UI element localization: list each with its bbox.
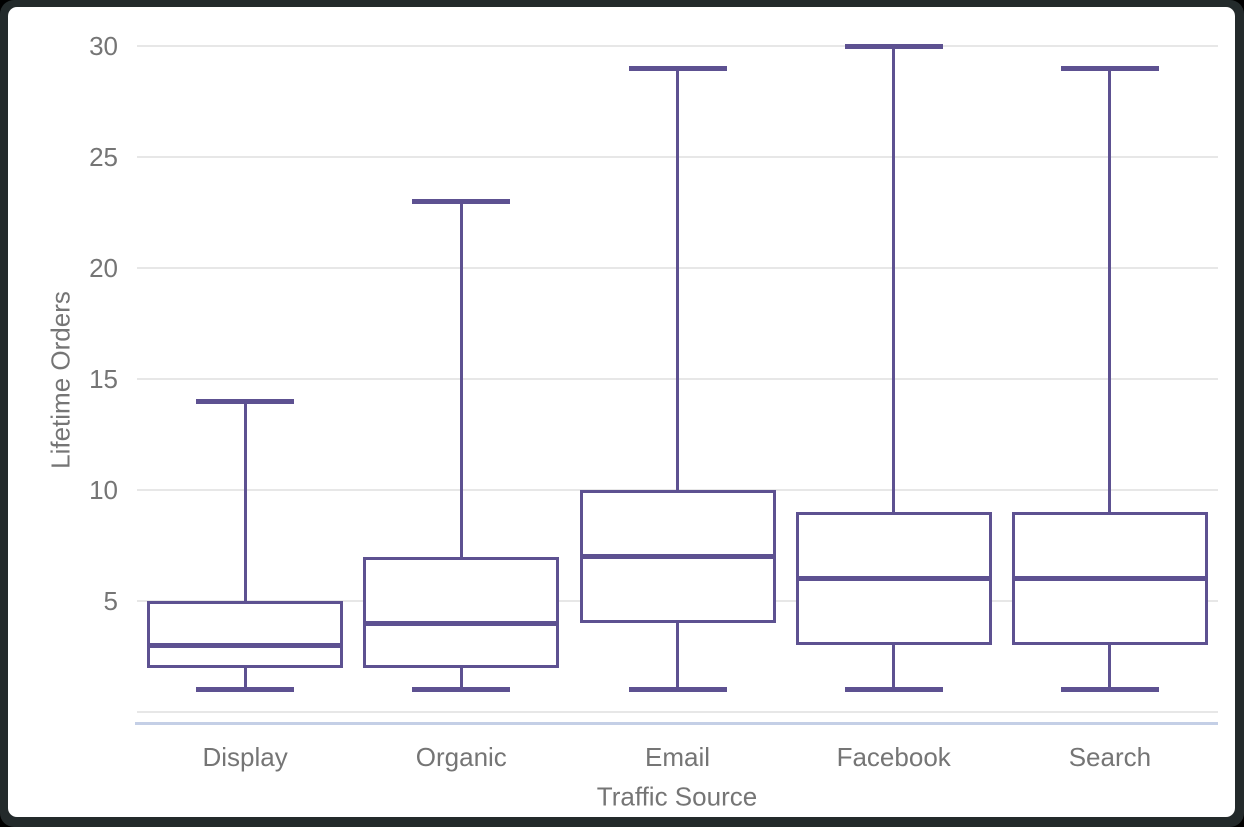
median-organic xyxy=(363,620,560,626)
whisker-cap-max-search xyxy=(1060,65,1159,71)
whisker-upper-display xyxy=(243,401,247,601)
median-email xyxy=(579,554,776,560)
y-tick-label-20: 20 xyxy=(89,253,118,283)
y-tick-label-25: 25 xyxy=(89,142,118,172)
x-category-label-search: Search xyxy=(1068,742,1152,772)
x-category-label-email: Email xyxy=(644,742,710,772)
whisker-cap-max-display xyxy=(196,398,295,404)
median-display xyxy=(147,642,344,648)
whisker-cap-min-email xyxy=(628,687,727,693)
whisker-lower-email xyxy=(676,623,679,690)
box-display[interactable] xyxy=(147,601,344,668)
median-search xyxy=(1011,576,1208,582)
y-tick-label-5: 5 xyxy=(103,586,118,616)
y-tick-label-10: 10 xyxy=(89,475,118,505)
x-category-label-display: Display xyxy=(202,742,288,772)
whisker-lower-facebook xyxy=(892,645,896,690)
whisker-cap-min-display xyxy=(196,687,295,693)
x-axis-line xyxy=(135,722,1218,725)
whisker-upper-search xyxy=(1108,68,1112,513)
whisker-cap-min-search xyxy=(1060,687,1159,693)
whisker-upper-organic xyxy=(459,201,463,557)
whisker-cap-min-organic xyxy=(412,687,511,693)
whisker-lower-search xyxy=(1108,645,1112,690)
whisker-upper-email xyxy=(676,68,679,490)
x-category-label-facebook: Facebook xyxy=(836,742,951,772)
gridline-y0 xyxy=(137,711,1218,713)
median-facebook xyxy=(795,576,992,582)
x-axis-title: Traffic Source xyxy=(596,781,758,812)
chart-canvas xyxy=(8,7,1235,817)
y-tick-label-30: 30 xyxy=(89,31,118,61)
y-axis-title: Lifetime Orders xyxy=(45,291,76,469)
x-category-label-organic: Organic xyxy=(415,742,507,772)
whisker-upper-facebook xyxy=(892,46,896,513)
whisker-cap-max-organic xyxy=(412,198,511,204)
box-organic[interactable] xyxy=(363,556,560,668)
whisker-cap-max-facebook xyxy=(844,43,943,49)
whisker-cap-min-facebook xyxy=(844,687,943,693)
whisker-lower-display xyxy=(243,667,247,690)
whisker-cap-max-email xyxy=(628,65,727,71)
y-tick-label-15: 15 xyxy=(89,364,118,394)
gridline-y30 xyxy=(137,45,1218,47)
whisker-lower-organic xyxy=(459,667,463,690)
